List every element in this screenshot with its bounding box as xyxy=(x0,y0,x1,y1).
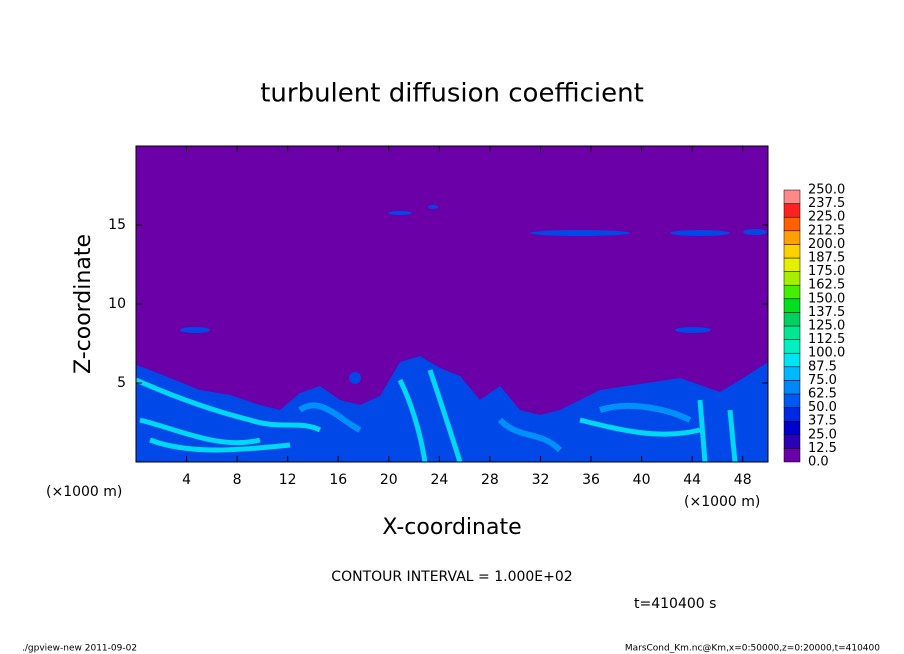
chart-title: turbulent diffusion coefficient xyxy=(260,79,644,109)
colorbar-box xyxy=(783,420,801,436)
time-label: t=410400 s xyxy=(634,596,716,612)
cloud xyxy=(675,327,711,333)
colorbar-label: 225.0 xyxy=(808,210,845,225)
x-tick-label: 8 xyxy=(233,472,242,488)
colorbar-label: 212.5 xyxy=(808,223,845,238)
x-tick-label: 40 xyxy=(633,472,651,488)
x-tick-label: 48 xyxy=(734,472,752,488)
colorbar-label: 100.0 xyxy=(808,346,845,361)
colorbar-label: 62.5 xyxy=(808,387,837,402)
y-tick-label: 5 xyxy=(117,375,126,391)
colorbar-label: 187.5 xyxy=(808,251,845,266)
colorbar-label: 25.0 xyxy=(808,427,837,442)
x-axis-label: X-coordinate xyxy=(382,515,521,540)
colorbar-label: 237.5 xyxy=(808,196,845,211)
colorbar-box xyxy=(783,407,801,422)
colorbar-box xyxy=(783,284,801,300)
field xyxy=(136,205,768,462)
colorbar-box xyxy=(783,189,801,204)
colorbar-label: 0.0 xyxy=(808,455,829,470)
colorbar-label: 37.5 xyxy=(808,414,837,429)
cloud xyxy=(670,230,730,236)
turbulent-eddies xyxy=(298,402,692,453)
colorbar-box xyxy=(783,312,801,327)
x-tick-label: 28 xyxy=(481,472,499,488)
colorbar-label: 150.0 xyxy=(808,291,845,306)
colorbar-box xyxy=(783,216,801,232)
colorbar-box xyxy=(783,352,801,368)
colorbar-box xyxy=(783,380,801,395)
x-tick-label: 32 xyxy=(532,472,550,488)
footer-right: MarsCond_Km.nc@Km,x=0:50000,z=0:20000,t=… xyxy=(625,644,880,654)
colorbar-box xyxy=(783,244,801,259)
x-unit-label: (×1000 m) xyxy=(46,484,122,500)
cloud xyxy=(388,211,412,215)
colorbar-label: 162.5 xyxy=(808,278,845,293)
x-tick-label: 4 xyxy=(182,472,191,488)
colorbar-box xyxy=(783,203,801,218)
footer-left: ./gpview-new 2011-09-02 xyxy=(22,644,137,654)
x-tick-label: 20 xyxy=(380,472,398,488)
colorbar-box xyxy=(783,325,801,340)
contour-interval: CONTOUR INTERVAL = 1.000E+02 xyxy=(331,569,572,585)
cloud xyxy=(180,327,210,333)
colorbar-box xyxy=(783,366,801,381)
colorbar-label: 125.0 xyxy=(808,319,845,334)
colorbar-label: 175.0 xyxy=(808,264,845,279)
y-axis-label: Z-coordinate xyxy=(71,234,96,374)
colorbar-box xyxy=(783,448,801,463)
cloud xyxy=(743,229,767,235)
cloud xyxy=(349,372,361,384)
colorbar-label: 87.5 xyxy=(808,359,837,374)
colorbar-label: 112.5 xyxy=(808,332,845,347)
colorbar-box xyxy=(783,339,801,354)
colorbar-label: 250.0 xyxy=(808,183,845,198)
turbulent-eddies xyxy=(136,369,738,462)
x-tick-label: 36 xyxy=(582,472,600,488)
colorbar-label: 50.0 xyxy=(808,400,837,415)
y-tick-label: 15 xyxy=(108,217,126,233)
boundary-layer xyxy=(136,356,768,462)
colorbar-box xyxy=(783,298,801,313)
colorbar-label: 75.0 xyxy=(808,373,837,388)
colorbar-box xyxy=(783,257,801,272)
x-unit-label: (×1000 m) xyxy=(684,494,760,510)
cloud xyxy=(428,205,438,209)
x-tick-label: 44 xyxy=(683,472,701,488)
colorbar-box xyxy=(783,393,801,408)
colorbar-box xyxy=(783,271,801,286)
y-tick-label: 10 xyxy=(108,296,126,312)
colorbar-label: 12.5 xyxy=(808,441,837,456)
colorbar-box xyxy=(783,434,801,449)
colorbar-label: 137.5 xyxy=(808,305,845,320)
colorbar-box xyxy=(783,230,801,245)
cloud xyxy=(530,230,630,236)
x-tick-label: 24 xyxy=(430,472,448,488)
x-tick-label: 12 xyxy=(279,472,297,488)
colorbar-label: 200.0 xyxy=(808,237,845,252)
x-tick-label: 16 xyxy=(329,472,347,488)
